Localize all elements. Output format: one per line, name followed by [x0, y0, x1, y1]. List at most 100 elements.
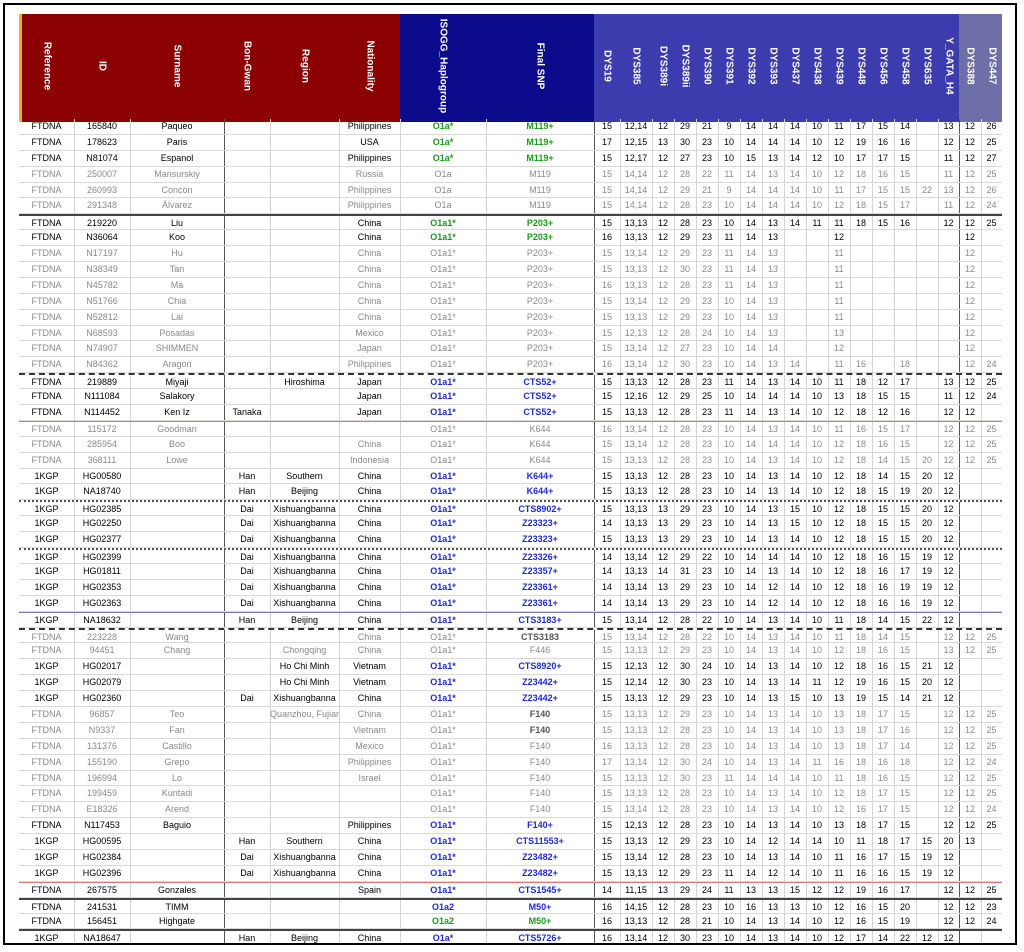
cell-nationality[interactable]: China [357, 631, 382, 642]
cell-region[interactable] [270, 246, 339, 261]
cell-dys389ii[interactable]: 28 [679, 438, 690, 449]
cell-dys447[interactable]: 24 [986, 200, 997, 211]
cell-dys438[interactable]: 10 [811, 708, 822, 719]
cell-dys635[interactable] [916, 786, 938, 801]
cell-dys393[interactable]: 13 [767, 788, 778, 799]
cell-dys389i[interactable]: 13 [657, 534, 668, 545]
cell-isogg-haplogroup[interactable]: O1a1* [430, 518, 456, 529]
cell-final-snp[interactable]: CTS8920+ [518, 661, 562, 672]
cell-region[interactable] [270, 786, 339, 801]
cell-dys389ii[interactable]: 29 [679, 232, 690, 243]
cell-bon-gwan[interactable] [224, 723, 270, 738]
cell-dys19[interactable]: 16 [601, 279, 612, 290]
cell-dys19[interactable]: 15 [601, 121, 612, 131]
cell-dys437[interactable]: 13 [789, 901, 800, 912]
cell-dys447[interactable]: 25 [986, 631, 997, 642]
cell-dys448[interactable]: 16 [855, 901, 866, 912]
cell-dys389ii[interactable]: 28 [679, 407, 690, 418]
cell-dys388[interactable]: 12 [964, 168, 975, 179]
cell-bon-gwan[interactable] [224, 659, 270, 674]
cell-dys392[interactable]: 14 [745, 264, 756, 275]
cell-dys456[interactable]: 15 [877, 534, 888, 545]
cell-final-snp[interactable]: F140 [529, 804, 551, 815]
cell-dys448[interactable]: 18 [855, 788, 866, 799]
cell-reference[interactable]: FTDNA [31, 724, 62, 735]
cell-dys635[interactable]: 20 [921, 534, 932, 545]
cell-dys635[interactable]: 19 [921, 552, 932, 563]
cell-dys392[interactable]: 14 [745, 614, 756, 625]
cell-surname[interactable]: Hu [171, 248, 183, 259]
cell-nationality[interactable]: Philippines [347, 359, 392, 370]
cell-dys392[interactable]: 14 [745, 740, 756, 751]
cell-dys389i[interactable]: 13 [657, 884, 668, 895]
cell-final-snp[interactable]: M119+ [526, 121, 554, 131]
cell-nationality[interactable]: China [357, 708, 382, 719]
cell-dys439[interactable]: 11 [834, 279, 844, 290]
cell-dys437[interactable]: 14 [789, 804, 800, 815]
cell-dys393[interactable]: 13 [767, 534, 778, 545]
cell-dys439[interactable]: 12 [833, 552, 844, 563]
cell-dys438[interactable]: 10 [811, 391, 822, 402]
cell-dys448[interactable]: 17 [855, 121, 866, 131]
cell-dys392[interactable]: 14 [745, 311, 756, 322]
cell-reference[interactable]: 1KGP [34, 867, 59, 878]
cell-dys389i[interactable]: 12 [657, 724, 668, 735]
cell-dys389i[interactable]: 12 [657, 218, 668, 229]
cell-final-snp[interactable]: M50+ [528, 901, 552, 912]
cell-dys390[interactable]: 23 [701, 851, 712, 862]
cell-nationality[interactable]: Spain [357, 884, 382, 895]
table-row[interactable]: 1KGP HG02360 Dai Xishuangbanna China O1a1* Z23… [19, 691, 1002, 707]
cell-dys391[interactable]: 10 [723, 534, 734, 545]
cell-region[interactable] [270, 357, 339, 372]
cell-final-snp[interactable]: P203+ [526, 327, 554, 338]
cell-dys458[interactable] [894, 294, 916, 309]
cell-dys385[interactable]: 13,13 [624, 788, 648, 799]
cell-dys389i[interactable]: 13 [657, 597, 668, 608]
cell-isogg-haplogroup[interactable]: O1a1* [430, 232, 456, 243]
cell-surname[interactable]: TIMM [165, 901, 189, 912]
cell-dys635[interactable] [916, 630, 938, 645]
cell-dys392[interactable]: 14 [745, 836, 756, 847]
cell-y-gata-h4[interactable]: 12 [943, 423, 954, 434]
cell-dys456[interactable]: 18 [877, 836, 888, 847]
cell-reference[interactable]: FTDNA [31, 772, 62, 783]
cell-dys390[interactable]: 23 [701, 377, 712, 388]
cell-dys392[interactable]: 14 [745, 756, 756, 767]
cell-dys635[interactable]: 19 [921, 597, 932, 608]
cell-dys19[interactable]: 15 [601, 788, 612, 799]
cell-dys458[interactable]: 17 [899, 836, 910, 847]
cell-dys390[interactable]: 23 [701, 152, 712, 163]
cell-dys635[interactable] [916, 262, 938, 277]
cell-dys389ii[interactable]: 30 [679, 661, 690, 672]
cell-dys391[interactable]: 10 [723, 552, 734, 563]
cell-dys458[interactable]: 17 [899, 423, 910, 434]
cell-dys635[interactable] [916, 914, 938, 929]
cell-region[interactable] [270, 422, 339, 437]
cell-reference[interactable]: FTDNA [31, 218, 62, 229]
cell-reference[interactable]: 1KGP [34, 565, 59, 576]
cell-dys391[interactable]: 10 [723, 804, 734, 815]
cell-dys390[interactable]: 23 [701, 470, 712, 481]
cell-reference[interactable]: FTDNA [31, 343, 62, 354]
cell-dys389i[interactable]: 12 [657, 121, 668, 131]
cell-dys635[interactable] [916, 643, 938, 658]
cell-dys437[interactable] [784, 262, 806, 277]
cell-surname[interactable] [130, 550, 224, 565]
cell-dys393[interactable]: 13 [767, 407, 778, 418]
cell-dys385[interactable]: 13,13 [624, 232, 648, 243]
cell-bon-gwan[interactable] [224, 755, 270, 770]
cell-dys391[interactable]: 10 [723, 756, 734, 767]
cell-dys391[interactable]: 10 [723, 677, 734, 688]
cell-dys447[interactable]: 26 [986, 184, 997, 195]
cell-dys458[interactable]: 15 [899, 438, 910, 449]
cell-dys635[interactable]: 12 [921, 933, 932, 944]
cell-bon-gwan[interactable] [224, 246, 270, 261]
cell-dys19[interactable]: 15 [601, 534, 612, 545]
cell-dys635[interactable] [916, 755, 938, 770]
cell-dys393[interactable]: 13 [767, 631, 778, 642]
cell-dys388[interactable]: 12 [964, 359, 975, 370]
cell-dys390[interactable]: 23 [701, 136, 712, 147]
cell-isogg-haplogroup[interactable]: O1a* [432, 121, 454, 131]
cell-dys437[interactable]: 14 [789, 836, 800, 847]
cell-final-snp[interactable]: CTS52+ [523, 407, 557, 418]
